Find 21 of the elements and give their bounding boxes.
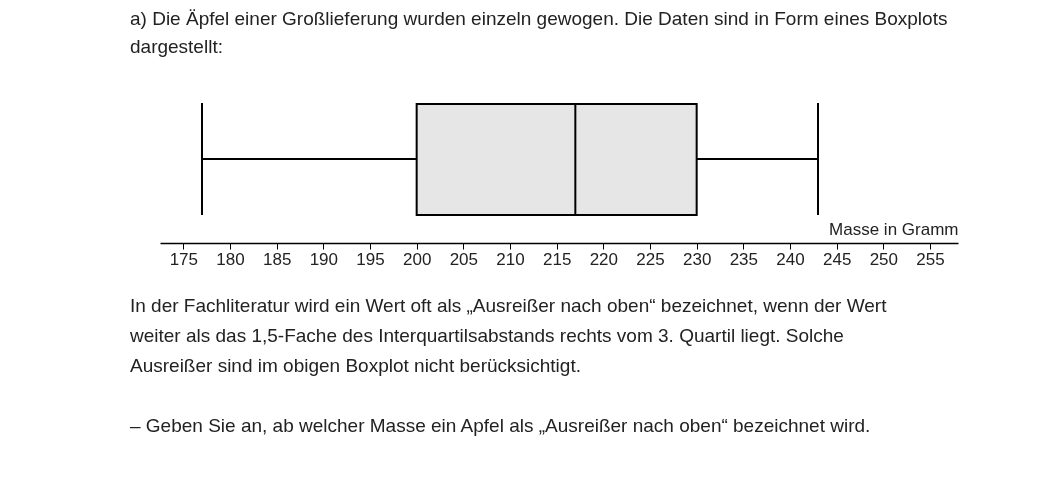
- chart-title: a) Die Äpfel einer Großlieferung wurden einzeln gewogen. Die Daten sind in Form eines Boxplots dargestellt:: [130, 8, 948, 57]
- text: – Geben Sie an, ab welcher Masse ein Apfel als „Ausreißer nach oben“ bezeichnet wird.: [130, 415, 871, 436]
- x-tick-label: 250: [869, 249, 899, 269]
- x-tick-label: 200: [402, 249, 432, 269]
- x-tick-label: 215: [542, 249, 572, 269]
- x-tick-label: 175: [169, 249, 199, 269]
- x-tick-label: 180: [216, 249, 245, 269]
- x-tick-label: 240: [776, 249, 805, 269]
- x-axis-title: Masse in Gramm: [829, 219, 959, 239]
- x-tick-label: 185: [262, 249, 292, 269]
- x-tick-label: 255: [916, 249, 945, 269]
- x-tick-label: 210: [496, 249, 525, 269]
- x-tick-label: 230: [682, 249, 712, 269]
- x-tick-label: 190: [309, 249, 339, 269]
- x-tick-label: 220: [589, 249, 619, 269]
- x-tick-label: 205: [449, 249, 479, 269]
- x-tick-label: 245: [822, 249, 852, 269]
- x-tick-label: 225: [636, 249, 665, 269]
- x-tick-label: 235: [729, 249, 759, 269]
- text: In der Fachliteratur wird ein Wert oft als „Ausreißer nach oben“ bezeichnet, wenn der Wert weiter als das 1,5-Fache des Interquartilsabstands rechts vom 3. Quartil liegt. Solche Ausreißer sind im obigen Boxplot nicht berücksichtigt.: [129, 295, 888, 376]
- x-tick-label: 195: [356, 249, 385, 269]
